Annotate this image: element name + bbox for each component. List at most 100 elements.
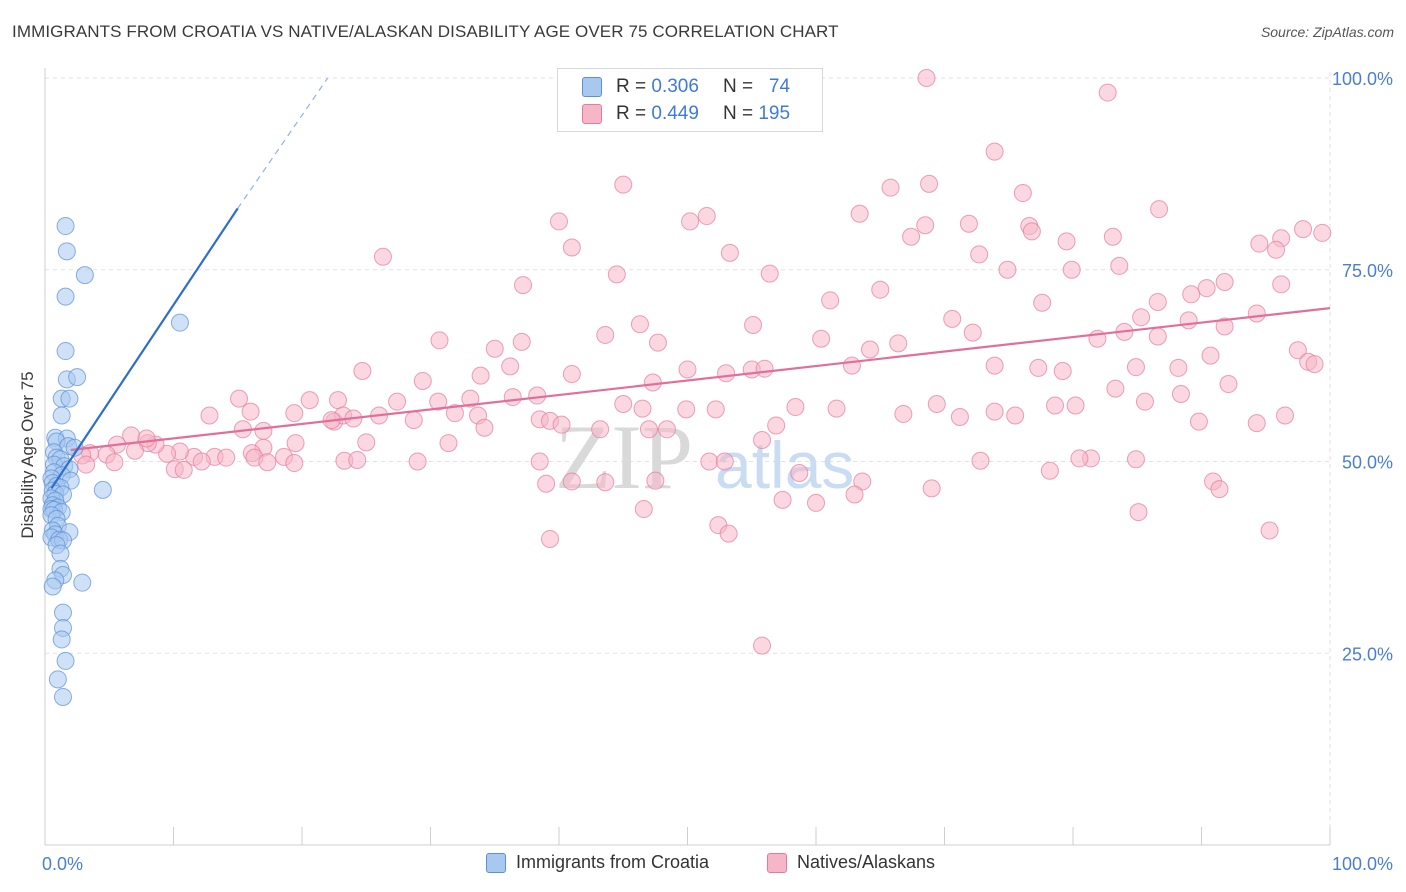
data-point [922, 479, 941, 498]
data-point [43, 577, 62, 596]
watermark-zip: ZIP [555, 406, 693, 508]
data-point [445, 404, 464, 423]
data-point [790, 464, 809, 483]
data-point [1013, 184, 1032, 203]
data-point [530, 452, 549, 471]
data-point [959, 214, 978, 233]
data-point [677, 400, 696, 419]
trend-line-croatia-extension [237, 77, 329, 209]
data-point [1098, 83, 1117, 102]
data-point [1197, 279, 1216, 298]
data-point [697, 207, 716, 226]
data-point [1247, 304, 1266, 323]
data-point [475, 418, 494, 437]
data-point [1022, 222, 1041, 241]
data-point [614, 175, 633, 194]
data-point [1305, 355, 1324, 374]
data-point [1132, 308, 1151, 327]
data-point [1260, 521, 1279, 540]
data-point [56, 651, 75, 670]
data-point [562, 238, 581, 257]
data-point [56, 342, 75, 361]
r-label: R = [616, 76, 647, 97]
data-point [1247, 414, 1266, 433]
series-legend: Immigrants from Croatia Natives/Alaskans [0, 852, 1406, 878]
data-point [230, 389, 249, 408]
data-point [719, 524, 738, 543]
data-point [1033, 293, 1052, 312]
r-value: 0.449 [651, 103, 699, 124]
data-point [753, 431, 772, 450]
legend-item-natives[interactable]: Natives/Alaskans [767, 852, 935, 873]
data-point [52, 630, 71, 649]
data-point [1276, 406, 1295, 425]
data-point [51, 544, 70, 563]
data-point [537, 474, 556, 493]
y-tick-label: 75.0% [1342, 261, 1393, 281]
x-tick-label-right: 100.0% [1332, 854, 1393, 874]
data-point [648, 333, 667, 352]
data-point [254, 421, 273, 440]
data-point [786, 398, 805, 417]
data-point [614, 394, 633, 413]
data-point [845, 485, 864, 504]
data-point [258, 453, 277, 472]
data-point [1182, 285, 1201, 304]
data-point [1062, 260, 1081, 279]
data-point [630, 315, 649, 334]
trend-line-natives [70, 307, 1331, 452]
data-point [541, 529, 560, 548]
data-point [285, 404, 304, 423]
data-point [753, 636, 772, 655]
r-value: 0.306 [651, 76, 699, 97]
legend-item-croatia[interactable]: Immigrants from Croatia [486, 852, 709, 873]
data-point [807, 493, 825, 512]
tick-labels: 25.0% 50.0% 75.0% 100.0% 0.0% 100.0% [42, 69, 1393, 874]
x-tick-label-left: 0.0% [42, 854, 83, 874]
data-point [700, 452, 719, 471]
data-point [927, 394, 946, 413]
data-point [53, 603, 72, 622]
data-point [646, 471, 665, 490]
data-point [998, 260, 1017, 279]
data-point [1135, 392, 1154, 411]
data-point [744, 315, 763, 334]
data-point [388, 392, 407, 411]
data-point [485, 339, 504, 358]
data-point [720, 243, 739, 262]
data-point [821, 291, 840, 310]
data-point [408, 452, 427, 471]
data-point [105, 453, 124, 472]
y-tick-label: 100.0% [1332, 69, 1393, 89]
data-point [122, 426, 141, 445]
legend-label-natives: Natives/Alaskans [797, 852, 936, 872]
data-point [300, 391, 319, 410]
data-point [1267, 240, 1286, 259]
data-point [1313, 223, 1332, 242]
data-point [285, 454, 304, 473]
data-point [413, 371, 432, 390]
data-point [471, 366, 490, 385]
data-point [894, 404, 913, 423]
data-point [1201, 346, 1220, 365]
data-point [1057, 232, 1076, 251]
data-point [1272, 275, 1291, 294]
data-point [57, 242, 76, 261]
data-point [1169, 358, 1188, 377]
data-point [1148, 292, 1167, 311]
n-label: N = [722, 76, 754, 97]
data-point [596, 325, 615, 344]
data-point [56, 287, 75, 306]
data-point [1070, 449, 1089, 468]
data-point [755, 359, 774, 378]
legend-swatch-natives [582, 104, 602, 124]
data-point [971, 451, 990, 470]
data-point [48, 670, 67, 689]
data-point [1250, 234, 1269, 253]
data-point [75, 266, 94, 285]
data-point [767, 416, 786, 435]
data-point [1066, 396, 1085, 415]
data-point [1189, 412, 1208, 431]
n-value: 195 [758, 103, 791, 124]
legend-row-natives: R = 0.449 N = 195 [582, 102, 790, 126]
